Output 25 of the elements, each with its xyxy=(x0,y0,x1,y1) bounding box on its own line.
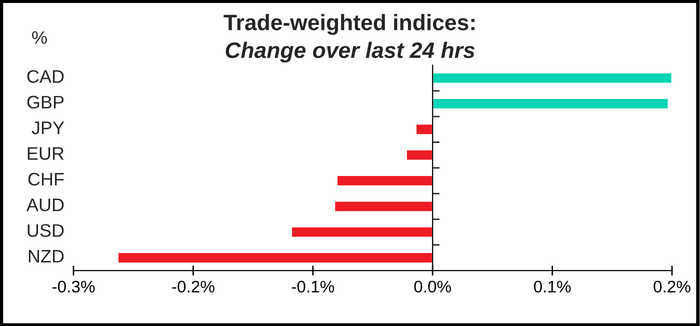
y-tick-label: EUR xyxy=(28,147,64,160)
bar xyxy=(117,252,434,264)
y-tick-label: GBP xyxy=(27,96,64,109)
x-tick-label: 0.2% xyxy=(654,280,690,293)
x-tick-label: -0.1% xyxy=(292,280,334,293)
bar xyxy=(415,123,434,136)
bar xyxy=(406,148,434,162)
y-tick-label: CAD xyxy=(27,70,64,83)
y-tick-label: CHF xyxy=(28,172,64,186)
bar xyxy=(290,226,434,238)
bar xyxy=(336,174,434,187)
bar xyxy=(432,98,670,110)
bar xyxy=(334,200,434,212)
chart-title: Trade-weighted indices: xyxy=(224,14,474,35)
text: % xyxy=(32,31,47,44)
chart-subtitle: Change over last 24 hrs xyxy=(226,42,475,63)
y-tick-label: USD xyxy=(28,224,64,237)
y-tick-label: NZD xyxy=(28,250,64,262)
x-tick-label: -0.2% xyxy=(172,280,214,293)
x-tick-label: 0.1% xyxy=(534,280,571,293)
x-tick-label: -0.3% xyxy=(52,280,95,293)
bar xyxy=(432,72,672,84)
y-tick-label: JPY xyxy=(32,122,64,134)
x-tick-label: 0.0% xyxy=(414,280,451,293)
y-tick-label: AUD xyxy=(26,198,64,212)
